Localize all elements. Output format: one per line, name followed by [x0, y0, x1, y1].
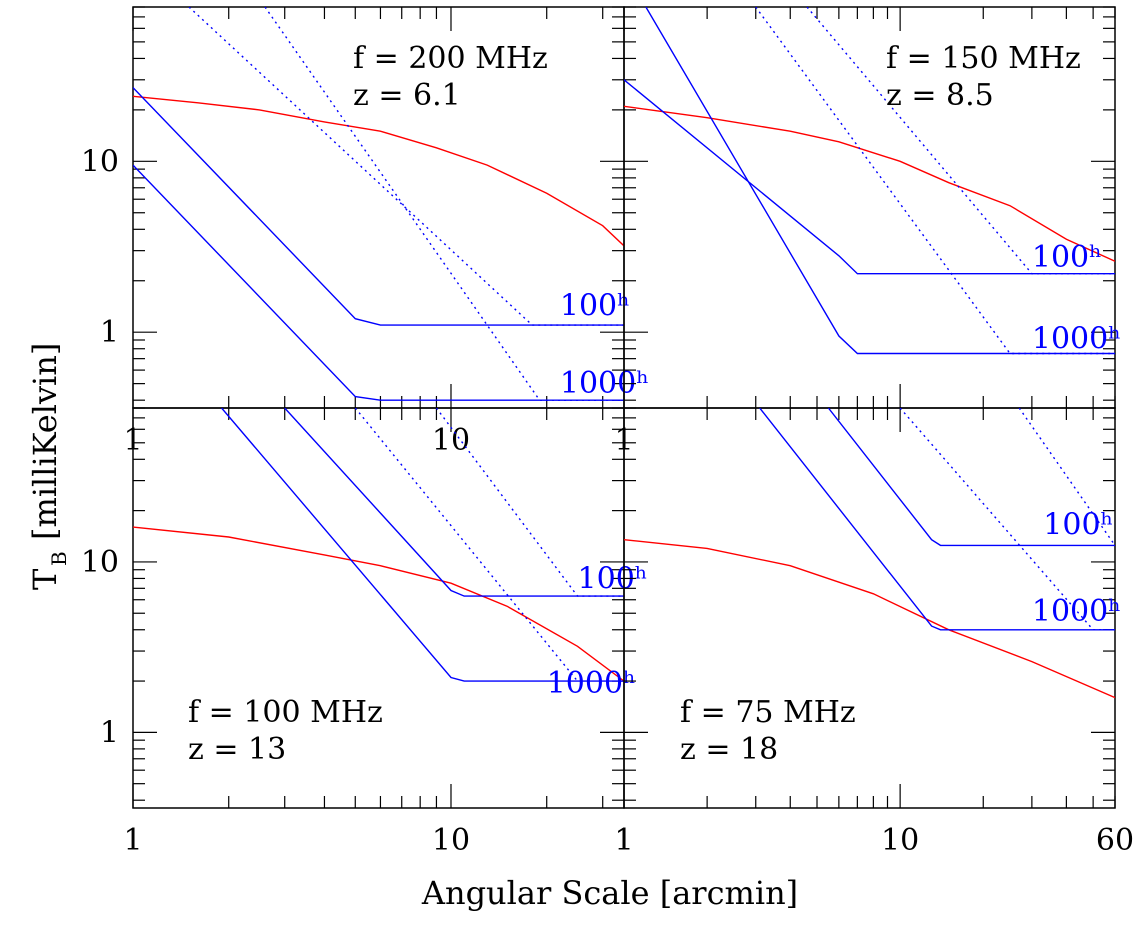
signal-curve — [624, 105, 1115, 262]
redshift-annotation: z = 6.1 — [353, 78, 461, 113]
frequency-annotation: f = 200 MHz — [353, 41, 548, 76]
panel-frame — [623, 407, 1116, 809]
x-axis-label: Angular Scale [arcmin] — [421, 874, 798, 912]
x-tick-label: 1 — [614, 823, 633, 858]
integration-time-label: 100ʰ — [578, 561, 648, 596]
x-tick-label: 1 — [123, 823, 142, 858]
y-axis-label-rest: [milliKelvin] — [26, 343, 64, 540]
noise-curve — [645, 7, 1115, 355]
integration-time-label: 1000ʰ — [1032, 322, 1121, 357]
noise-curve — [221, 408, 624, 682]
signal-curve — [624, 539, 1115, 699]
dotted-noise-curve — [755, 7, 1115, 355]
frequency-annotation: f = 150 MHz — [886, 41, 1081, 76]
dotted-noise-curve — [435, 408, 624, 597]
integration-time-label: 1000ʰ — [1032, 594, 1121, 629]
integration-time-label: 100ʰ — [1032, 240, 1102, 275]
y-axis-label-main: T — [26, 568, 64, 590]
y-tick-label: 10 — [81, 144, 119, 179]
noise-curve — [759, 408, 1115, 631]
series-group — [133, 408, 624, 682]
y-tick-label: 10 — [81, 545, 119, 580]
noise-curve — [133, 87, 624, 326]
y-axis-label: T B [milliKelvin] — [26, 343, 71, 590]
frequency-annotation: f = 100 MHz — [188, 695, 383, 730]
x-tick-label: 10 — [432, 823, 470, 858]
dotted-noise-curve — [188, 7, 624, 326]
noise-curve — [827, 408, 1115, 547]
frequency-annotation: f = 75 MHz — [680, 695, 856, 730]
dotted-noise-curve — [899, 408, 1115, 631]
dotted-noise-curve — [264, 7, 624, 401]
x-tick-label: 60 — [1096, 823, 1134, 858]
signal-curve — [133, 95, 624, 247]
y-tick-label: 1 — [100, 315, 119, 350]
y-axis-label-sub: B — [47, 551, 71, 566]
noise-curve — [133, 164, 624, 401]
series-group — [624, 7, 1115, 355]
integration-time-label: 100ʰ — [560, 289, 630, 324]
x-tick-label: 10 — [881, 823, 919, 858]
signal-curve — [133, 526, 624, 682]
noise-curve — [624, 79, 1115, 275]
series-group — [133, 7, 624, 401]
redshift-annotation: z = 13 — [188, 732, 286, 767]
dotted-noise-curve — [1018, 408, 1115, 546]
series-group — [624, 408, 1115, 699]
integration-time-label: 1000ʰ — [547, 666, 636, 701]
y-tick-label: 1 — [100, 715, 119, 750]
redshift-annotation: z = 8.5 — [886, 78, 994, 113]
noise-curve — [284, 408, 624, 597]
integration-time-label: 100ʰ — [1043, 507, 1113, 542]
dotted-noise-curve — [806, 7, 1115, 275]
redshift-annotation: z = 18 — [680, 732, 778, 767]
x-tick-label: 1 — [614, 823, 633, 858]
